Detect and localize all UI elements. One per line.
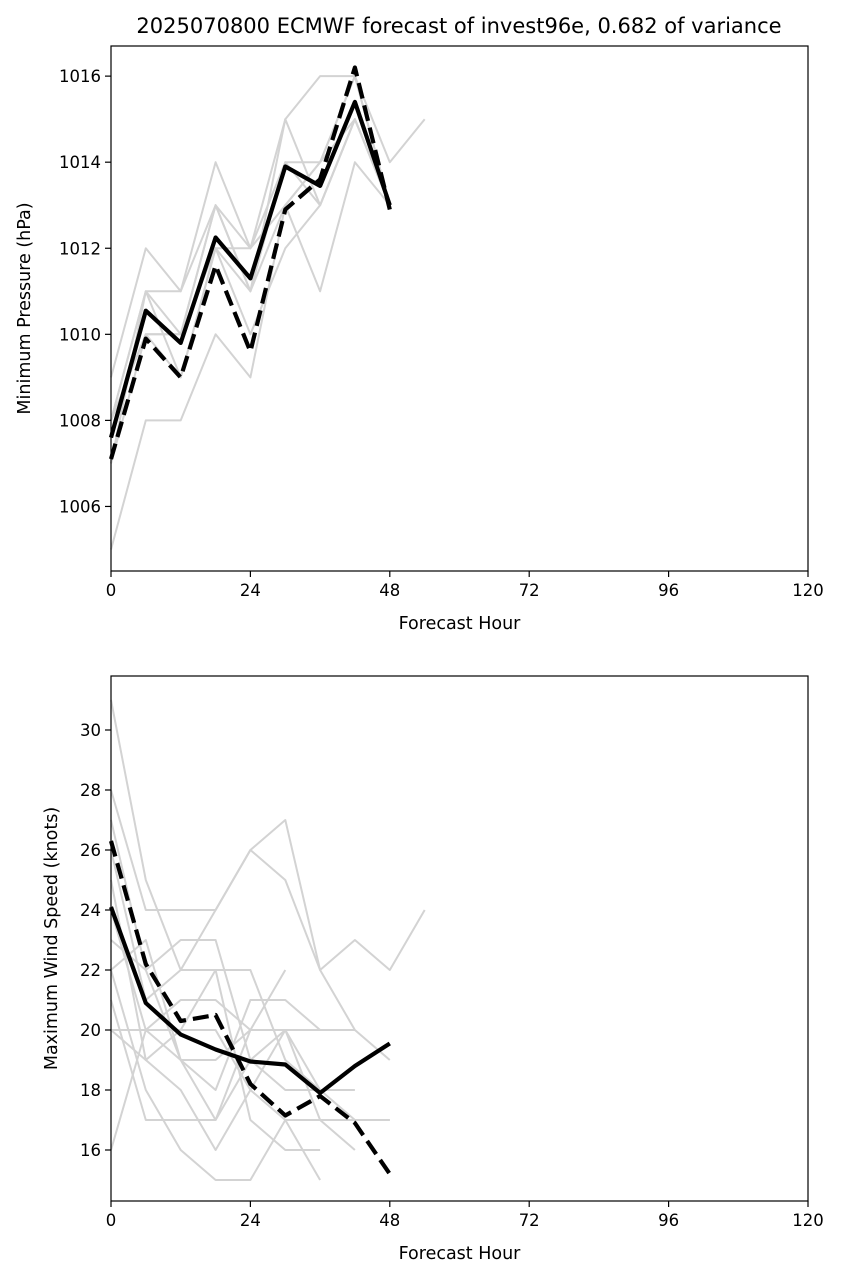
figure-title: 2025070800 ECMWF forecast of invest96e, … <box>136 14 781 38</box>
wind-ticks: 0 24 48 72 96 120 16 18 20 22 24 26 28 30 <box>80 721 824 1230</box>
wind-y-tick-label-20: 20 <box>80 1021 101 1040</box>
wind-x-axis-label: Forecast Hour <box>399 1244 522 1264</box>
wind-y-tick-label-28: 28 <box>80 781 101 800</box>
wind-x-tick-label-24: 24 <box>240 1211 261 1230</box>
wind-y-axis-label: Maximum Wind Speed (knots) <box>42 807 62 1070</box>
pressure-x-tick-label-0: 0 <box>106 581 117 600</box>
pressure-x-tick-label-48: 48 <box>379 581 400 600</box>
wind-y-tick-label-18: 18 <box>80 1081 101 1100</box>
wind-y-tick-label-22: 22 <box>80 961 101 980</box>
wind-ensemble-line-1 <box>110 699 426 971</box>
wind-x-tick-label-48: 48 <box>379 1211 400 1230</box>
wind-x-tick-label-120: 120 <box>792 1211 824 1230</box>
pressure-y-tick-label-1012: 1012 <box>59 239 101 258</box>
pressure-x-tick-label-96: 96 <box>658 581 679 600</box>
pressure-x-tick-label-24: 24 <box>240 581 261 600</box>
wind-x-tick-label-96: 96 <box>658 1211 679 1230</box>
pressure-y-tick-label-1014: 1014 <box>59 153 101 172</box>
pressure-dashed-line <box>108 65 392 460</box>
pressure-panel: 0 24 48 72 96 120 1006 1008 1010 1012 1014 1016 For… <box>15 45 824 634</box>
pressure-x-tick-label-120: 120 <box>792 581 824 600</box>
wind-x-tick-label-0: 0 <box>106 1211 117 1230</box>
wind-x-tick-label-72: 72 <box>519 1211 540 1230</box>
wind-ensemble-line-11 <box>110 969 321 1151</box>
wind-ensemble-line-7 <box>110 879 356 1151</box>
pressure-y-axis-label: Minimum Pressure (hPa) <box>15 202 35 414</box>
pressure-x-axis-label: Forecast Hour <box>399 614 522 634</box>
wind-lines <box>108 699 426 1181</box>
wind-ensemble-line-2 <box>110 789 391 1061</box>
pressure-ensemble-line-1 <box>110 161 391 550</box>
pressure-mean-line <box>108 99 392 439</box>
pressure-y-tick-label-1016: 1016 <box>59 67 101 86</box>
wind-y-tick-label-26: 26 <box>80 841 101 860</box>
pressure-x-tick-label-72: 72 <box>519 581 540 600</box>
pressure-plot-frame <box>110 45 809 572</box>
pressure-lines <box>108 65 426 550</box>
wind-ensemble-line-13 <box>111 1029 321 1091</box>
pressure-ticks: 0 24 48 72 96 120 1006 1008 1010 1012 1014 1016 <box>59 67 824 600</box>
wind-mean-line <box>109 906 391 1096</box>
wind-panel: 0 24 48 72 96 120 16 18 20 22 24 26 28 30 Forecast Ho… <box>42 675 824 1264</box>
wind-dashed-line <box>108 840 392 1176</box>
wind-y-tick-label-30: 30 <box>80 721 101 740</box>
wind-plot-frame <box>110 675 809 1202</box>
wind-ensemble-line-6 <box>110 849 355 1091</box>
pressure-y-tick-label-1010: 1010 <box>59 325 101 344</box>
wind-y-tick-label-24: 24 <box>80 901 101 920</box>
pressure-y-tick-label-1006: 1006 <box>59 497 101 516</box>
wind-y-tick-label-16: 16 <box>80 1141 101 1160</box>
pressure-ensemble-line-8 <box>110 118 391 421</box>
pressure-y-tick-label-1008: 1008 <box>59 411 101 430</box>
